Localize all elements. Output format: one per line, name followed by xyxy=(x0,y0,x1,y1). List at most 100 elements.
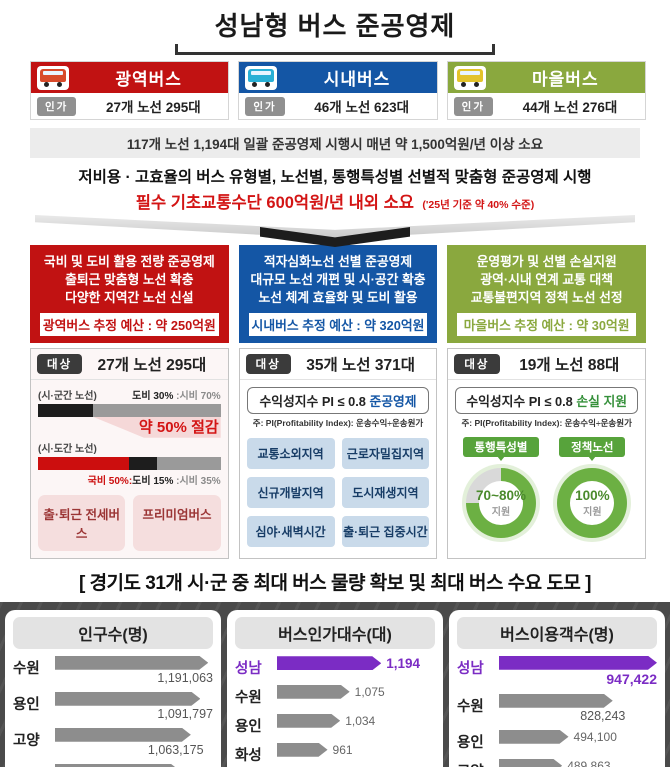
target-panel-gwangyeok: 대상 27개 노선 295대 (시·군간 노선) 도비 30% :시비 70% … xyxy=(30,347,229,559)
donut-sublabel: 지원 xyxy=(583,506,602,518)
area-chip: 교통소외지역 xyxy=(246,437,335,469)
panel-line: 다양한 지역간 노선 신설 xyxy=(65,289,194,305)
bar-value: 1,194 xyxy=(386,655,421,671)
bar-label: 고양 xyxy=(13,732,40,749)
route-type-label: (시·군간 노선) xyxy=(38,390,97,402)
bar xyxy=(55,692,200,706)
chart-row: 성남 947,422 xyxy=(457,656,657,687)
bar-value: 1,191,063 xyxy=(157,670,213,685)
bar xyxy=(55,656,208,670)
panel-line: 교통불편지역 정책 노선 선정 xyxy=(470,289,623,305)
page-title: 성남형 버스 준공영제 xyxy=(214,11,456,41)
chart-rows: 수원 1,191,063 용인 1,091,797 고양 1,063,175 화성979,6… xyxy=(13,656,213,767)
target-panel-sinae: 대상 35개 노선 371대 수익성지수 PI ≤ 0.8 준공영제 주: PI… xyxy=(238,347,438,559)
savings-zone: 약 50% 절감 xyxy=(38,416,221,438)
bar-label: 수원 xyxy=(457,698,484,715)
pi-highlight: 준공영제 xyxy=(369,393,417,409)
bar xyxy=(499,694,613,708)
funding-ratio-row: 국비 50%:도비 15% :시비 35% xyxy=(38,472,221,487)
bar-value: 1,034 xyxy=(345,713,376,728)
bus-card-footer: 인가 44개 노선 276대 xyxy=(447,93,645,119)
support-badge: 통행특성별 xyxy=(462,436,540,457)
red-bus-icon xyxy=(37,65,69,90)
policy-panel-gwangyeok: 국비 및 도비 활용 전량 준공영제 출퇴근 맞춤형 노선 확충 다양한 지역간… xyxy=(30,245,229,343)
funding-ratio: 도비 30% :시비 70% xyxy=(132,390,221,402)
area-chip: 출·퇴근 집중시간 xyxy=(341,515,430,547)
title-bracket xyxy=(175,44,495,55)
funding-ratio-row: (시·군간 노선) 도비 30% :시비 70% xyxy=(38,387,221,402)
bar-value: 1,063,175 xyxy=(147,742,204,757)
wide-chevron-shape xyxy=(35,215,635,239)
target-body: 수익성지수 PI ≤ 0.8 손실 지원 주: PI(Profitability… xyxy=(448,380,645,558)
donut-block-traffic: 통행특성별 70~80% 지원 xyxy=(462,436,540,542)
panel-line: 운영평가 및 선별 손실지원 xyxy=(476,254,617,269)
bus-service-chips: 출·퇴근 전세버스 프리미엄버스 xyxy=(38,494,221,551)
pi-note: 주: PI(Profitability Index): 운송수익÷운송원가 xyxy=(252,417,424,428)
flow-arrow xyxy=(0,215,670,247)
funding-bar-sido xyxy=(38,456,221,470)
bar-label: 화성 xyxy=(235,747,262,764)
chart-row: 수원 1,075 xyxy=(235,684,435,707)
bus-card-footer: 인가 46개 노선 623대 xyxy=(239,93,437,119)
bar-label: 수원 xyxy=(235,689,262,706)
cost-amount: 필수 기초교통수단 600억원/년 내외 소요 xyxy=(135,194,414,212)
bar-label: 용인 xyxy=(457,734,484,751)
bus-type-label: 마을버스 xyxy=(532,70,599,89)
chart-rows: 성남947,422수원828,243용인494,100고양489,863화성39… xyxy=(457,656,657,767)
bar xyxy=(499,730,569,744)
bar-value: 961 xyxy=(332,742,353,757)
target-badge: 대상 xyxy=(454,353,500,374)
cost-line: 필수 기초교통수단 600억원/년 내외 소요 ('25년 기준 약 40% 수… xyxy=(0,189,670,213)
funding-ratio-row: (시·도간 노선) xyxy=(38,440,221,455)
bus-type-row: 광역버스 인가 27개 노선 295대 시내버스 인가 46개 노선 623대 … xyxy=(30,61,646,120)
bar-label: 고양 xyxy=(457,759,499,767)
bar-value: 828,243 xyxy=(580,708,626,723)
bus-card-maeul: 마을버스 인가 44개 노선 276대 xyxy=(446,61,646,120)
panel-line: 광역·시내 연계 교통 대책 xyxy=(480,271,614,287)
license-badge: 인가 xyxy=(453,96,493,116)
bus-card-header: 광역버스 xyxy=(31,62,229,93)
bar xyxy=(277,714,340,728)
panel-line: 적자심화노선 선별 준공영제 xyxy=(263,254,413,269)
bar-label: 성남 xyxy=(457,660,484,677)
chart-row: 화성 961 xyxy=(235,742,435,765)
target-count: 19개 노선 88대 xyxy=(519,356,620,374)
chart-row: 용인 1,034 xyxy=(235,713,435,736)
bus-card-footer: 인가 27개 노선 295대 xyxy=(31,93,229,119)
bus-card-gwangyeok: 광역버스 인가 27개 노선 295대 xyxy=(30,61,230,120)
chart-row: 용인 1,091,797 xyxy=(13,692,213,721)
cost-note: ('25년 기준 약 40% 수준) xyxy=(422,199,535,211)
area-chip: 신규개발지역 xyxy=(246,476,335,508)
policy-panel-sinae: 적자심화노선 선별 준공영제 대규모 노선 개편 및 시·공간 확충 노선 체계… xyxy=(238,245,438,343)
route-count: 27개 노선 295대 xyxy=(105,100,201,115)
donut-value: 70~80% xyxy=(476,487,526,503)
donut-value: 100% xyxy=(575,487,610,503)
policy-line: 저비용 · 고효율의 버스 유형별, 노선별, 통행특성별 선별적 맞춤형 준공… xyxy=(78,169,592,186)
bar-label: 용인 xyxy=(235,718,262,735)
target-body: 수익성지수 PI ≤ 0.8 준공영제 주: PI(Profitability … xyxy=(240,380,437,558)
target-header: 대상 27개 노선 295대 xyxy=(31,349,228,380)
chart-title: 인구수(명) xyxy=(13,616,213,649)
donut-chart: 100% 지원 xyxy=(553,463,632,542)
comparison-chart-section: 인구수(명) 수원 1,191,063 용인 1,091,797 고양 1,063,175… xyxy=(0,601,670,767)
blue-bus-icon xyxy=(245,65,278,90)
chart-card-licensed-buses: 버스인가대수(대) 성남1,194수원1,075용인1,034화성961고양84… xyxy=(227,609,443,767)
panel-line: 출퇴근 맞춤형 노선 확충 xyxy=(65,271,194,287)
bar xyxy=(55,764,180,767)
chart-row: 고양 1,063,175 xyxy=(13,728,213,757)
chart-row: 화성979,683 xyxy=(13,764,213,767)
bar xyxy=(499,656,657,670)
license-badge: 인가 xyxy=(245,96,285,116)
funding-ratio: 국비 50%:도비 15% :시비 35% xyxy=(87,475,221,487)
chart-row: 수원 828,243 xyxy=(457,694,657,723)
policy-panel-row: 국비 및 도비 활용 전량 준공영제 출퇴근 맞춤형 노선 확충 다양한 지역간… xyxy=(30,245,647,343)
bar-label: 용인 xyxy=(13,696,40,713)
bus-card-header: 마을버스 xyxy=(447,62,645,93)
target-panel-maeul: 대상 19개 노선 88대 수익성지수 PI ≤ 0.8 손실 지원 주: PI… xyxy=(447,347,647,559)
area-chip: 심야·새벽시간 xyxy=(246,515,335,547)
bar xyxy=(499,759,562,767)
yellow-bus-icon xyxy=(453,65,486,90)
panel-line: 국비 및 도비 활용 전량 준공영제 xyxy=(43,254,215,269)
target-badge: 대상 xyxy=(37,353,83,374)
